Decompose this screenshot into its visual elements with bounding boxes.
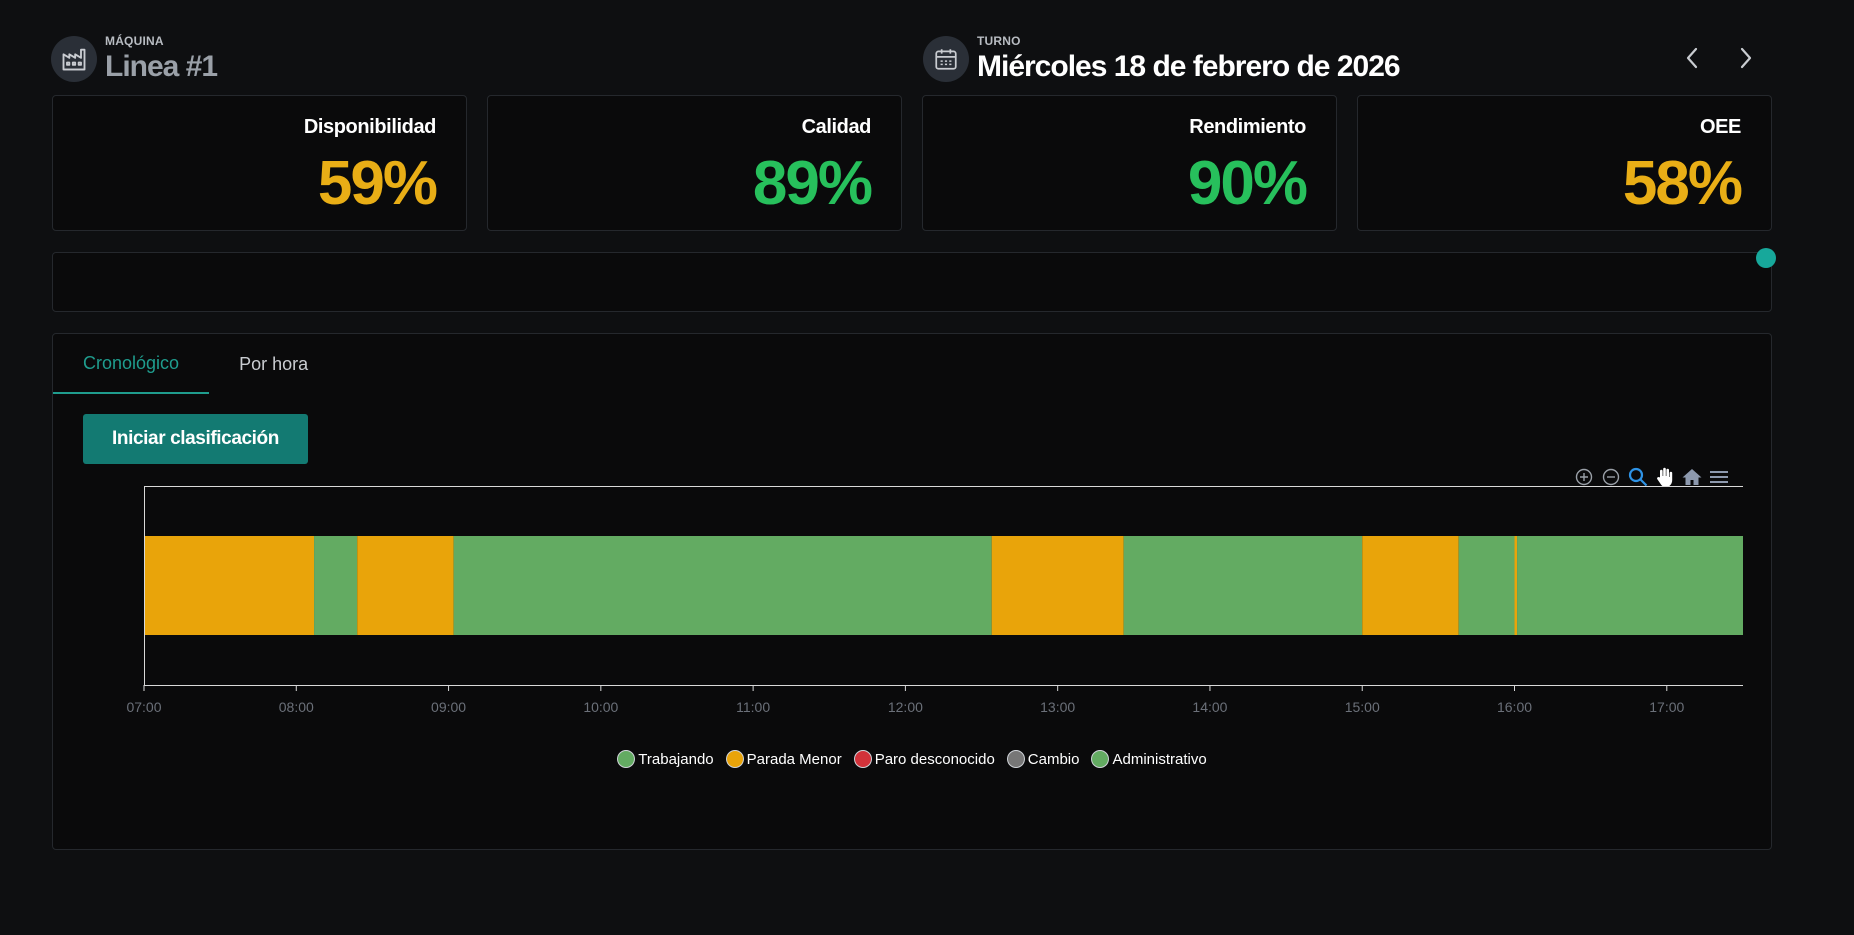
timeline-segment[interactable] [144,536,315,635]
legend-item[interactable]: Parada Menor [725,750,842,768]
legend-label: Cambio [1027,750,1080,768]
timeline-segment[interactable] [453,536,992,635]
kpi-value: 58% [1622,149,1743,218]
factory-icon [51,36,97,82]
shift-label: TURNO [977,34,1021,48]
timeline-segment[interactable] [1517,536,1743,635]
kpi-label: OEE [1699,116,1741,138]
info-strip [52,252,1772,312]
timeline-segment[interactable] [1362,536,1459,635]
timeline-panel: Cronológico Por hora Iniciar clasificaci… [52,333,1772,850]
machine-label: MÁQUINA [105,34,164,48]
menu-icon[interactable] [1707,465,1730,488]
calendar-icon [923,36,969,82]
kpi-value: 59% [317,149,438,218]
kpi-card-oee: OEE 58% [1357,95,1772,231]
kpi-label: Disponibilidad [303,116,437,138]
kpi-label: Calidad [801,116,872,138]
legend-label: Parada Menor [746,750,842,768]
kpi-card-quality: Calidad 89% [487,95,902,231]
zoom-in-icon[interactable] [1572,465,1595,488]
x-tick-label: 15:00 [1345,699,1380,715]
legend-label: Administrativo [1112,750,1207,768]
legend-label: Paro desconocido [874,750,995,768]
timeline-segment[interactable] [314,536,358,635]
legend-marker [725,750,744,768]
machine-name: Linea #1 [105,50,218,83]
chevron-right-icon [1740,47,1752,69]
legend-item[interactable]: Administrativo [1091,750,1207,768]
status-indicator-dot[interactable] [1756,248,1776,268]
reset-home-icon[interactable] [1680,465,1703,488]
shift-header: TURNO Miércoles 18 de febrero de 2026 [923,34,1401,84]
view-tabs: Cronológico Por hora [53,334,338,394]
x-tick-label: 16:00 [1497,699,1532,715]
pan-hand-icon[interactable] [1653,465,1676,488]
x-tick-label: 10:00 [583,699,618,715]
tab-by-hour[interactable]: Por hora [239,353,309,374]
selection-zoom-icon[interactable] [1626,465,1649,488]
timeline-segment[interactable] [1514,536,1518,635]
previous-shift-button[interactable] [1674,40,1710,76]
x-tick-label: 07:00 [126,699,161,715]
kpi-card-availability: Disponibilidad 59% [52,95,467,231]
timeline-bars [144,536,1743,635]
machine-header: MÁQUINA Linea #1 [51,34,218,84]
timeline-chart: 07:00 08:00 09:00 10:00 11:00 12:00 13:00 14:00… [126,486,1743,715]
kpi-value: 90% [1187,149,1308,218]
timeline-segment[interactable] [1123,536,1363,635]
kpi-card-performance: Rendimiento 90% [922,95,1337,231]
x-tick-label: 14:00 [1192,699,1227,715]
legend-item[interactable]: Paro desconocido [853,750,995,768]
legend-marker [1091,750,1110,768]
legend-marker [617,750,636,768]
legend-item[interactable]: Cambio [1006,750,1080,768]
chevron-left-icon [1686,47,1698,69]
kpi-value: 89% [752,149,873,218]
kpi-label: Rendimiento [1189,116,1306,138]
x-tick-label: 11:00 [736,699,770,715]
timeline-segment[interactable] [357,536,454,635]
timeline-axes: 07:00 08:00 09:00 10:00 11:00 12:00 13:00 14:00… [126,486,1743,715]
legend-marker [853,750,872,768]
next-shift-button[interactable] [1728,40,1764,76]
chart-legend: Trabajando Parada Menor Paro desconocido Ca… [53,750,1771,768]
x-tick-label: 09:00 [431,699,466,715]
timeline-segment[interactable] [1458,536,1515,635]
shift-date: Miércoles 18 de febrero de 2026 [977,50,1401,83]
tab-chronological[interactable]: Cronológico [53,334,210,394]
legend-item[interactable]: Trabajando [617,750,714,768]
zoom-out-icon[interactable] [1599,465,1622,488]
timeline-segment[interactable] [991,536,1124,635]
legend-label: Trabajando [638,750,714,768]
chart-toolbar [1572,465,1730,488]
x-tick-label: 13:00 [1040,699,1075,715]
x-tick-label: 12:00 [888,699,923,715]
x-tick-label: 08:00 [279,699,314,715]
start-classification-button[interactable]: Iniciar clasificación [83,414,308,464]
x-tick-label: 17:00 [1649,699,1684,715]
legend-marker [1006,750,1025,768]
